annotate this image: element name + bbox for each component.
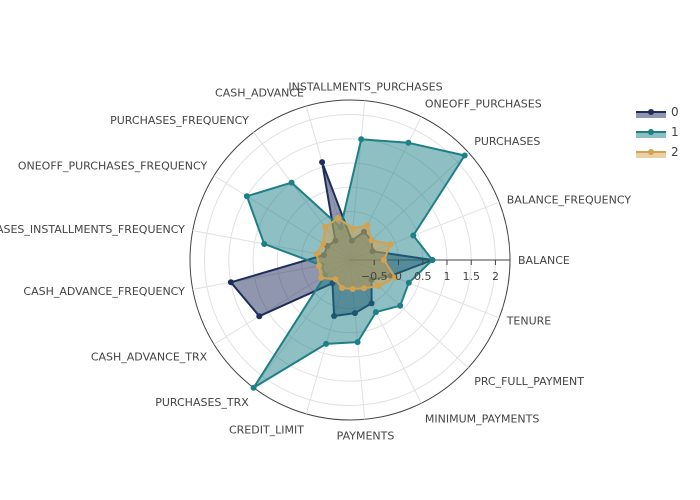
series-2-point-minimum_payments[interactable] [361, 285, 367, 292]
axis-label-installments-purchases: INSTALLMENTS_PURCHASES [288, 81, 442, 94]
axis-label-purchases-trx: PURCHASES_TRX [155, 396, 249, 409]
axis-label-layer: BALANCE BALANCE_FREQUENCY PURCHASES ONEOFF_… [0, 81, 631, 443]
series-1-point-balance[interactable] [429, 257, 436, 263]
legend-item-2[interactable]: 2 [636, 145, 679, 159]
series-1-point-purchases_frequency[interactable] [288, 179, 295, 186]
series-2-point-credit_limit[interactable] [339, 285, 345, 291]
series-1-point-minimum_payments[interactable] [372, 309, 379, 316]
radial-tick-label-0: −0.5 [361, 270, 388, 283]
series-1-point-purchases_trx[interactable] [250, 384, 257, 391]
series-2-point-payments[interactable] [349, 286, 356, 292]
series-1-point-credit_limit[interactable] [323, 340, 330, 347]
series-2-point-oneoff_purchases[interactable] [364, 222, 371, 229]
series-1-point-balance_frequency[interactable] [410, 232, 417, 239]
axis-label-cash-advance-frequency: CASH_ADVANCE_FREQUENCY [23, 285, 185, 298]
axis-label-purchases-frequency: PURCHASES_FREQUENCY [110, 114, 249, 127]
radial-tick-label-3: 1 [443, 270, 450, 283]
series-2-point-cash_advance_frequency[interactable] [316, 262, 322, 269]
axis-label-payments: PAYMENTS [337, 429, 395, 442]
radial-tick-label-2: 0.5 [414, 270, 432, 283]
legend-label-0: 0 [671, 105, 679, 119]
axis-label-oneoff-purchases-frequency: ONEOFF_PURCHASES_FREQUENCY [18, 160, 208, 173]
series-2-point-balance[interactable] [380, 257, 387, 263]
legend-marker-2 [648, 149, 654, 155]
series-1-point-payments[interactable] [354, 339, 361, 346]
radial-tick-label-4: 1.5 [462, 270, 480, 283]
series-layer [227, 136, 468, 391]
series-2-point-purchases[interactable] [368, 237, 375, 244]
series-1-point-tenure[interactable] [405, 279, 412, 286]
legend-marker-0 [648, 109, 654, 115]
series-0-point-cash_advance_frequency[interactable] [227, 279, 234, 286]
tick-layer: −0.5 0 0.5 1 1.5 2 [361, 260, 499, 283]
series-1-point-purchases_installments_frequency[interactable] [261, 241, 268, 247]
series-1-point-oneoff_purchases[interactable] [405, 139, 412, 146]
series-2-point-oneoff_purchases_frequency[interactable] [320, 240, 327, 247]
series-1-point-oneoff_purchases_frequency[interactable] [243, 193, 250, 200]
axis-label-credit-limit: CREDIT_LIMIT [229, 424, 304, 437]
series-0-point-cash_advance[interactable] [319, 159, 326, 166]
axis-label-oneoff-purchases: ONEOFF_PURCHASES [425, 98, 542, 111]
axis-label-cash-advance-trx: CASH_ADVANCE_TRX [91, 350, 208, 363]
axis-label-balance-frequency: BALANCE_FREQUENCY [507, 193, 632, 206]
axis-label-purchases: PURCHASES [474, 135, 540, 148]
axis-label-purchases-installments-frequency: PURCHASES_INSTALLMENTS_FREQUENCY [0, 223, 185, 236]
axis-label-prc-full-payment: PRC_FULL_PAYMENT [474, 375, 584, 388]
series-1-point-installments_purchases[interactable] [358, 136, 365, 143]
axis-label-balance: BALANCE [518, 254, 570, 267]
series-2-point-purchases_installments_frequency[interactable] [313, 250, 320, 257]
series-2-point-balance_frequency[interactable] [387, 241, 394, 248]
series-1-point-purchases[interactable] [461, 152, 468, 159]
legend-label-2: 2 [671, 145, 679, 159]
series-2-point-cash_advance_trx[interactable] [318, 274, 325, 281]
legend-label-1: 1 [671, 125, 679, 139]
series-2-point-purchases_trx[interactable] [332, 276, 339, 283]
axis-label-tenure: TENURE [506, 315, 552, 328]
series-1-point-prc_full_payment[interactable] [397, 302, 404, 309]
series-2-point-tenure[interactable] [392, 274, 399, 281]
radial-tick-label-1: 0 [395, 270, 402, 283]
legend-marker-1 [648, 129, 654, 135]
legend-item-0[interactable]: 0 [636, 105, 679, 119]
radial-tick-label-5: 2 [492, 270, 499, 283]
series-2-point-prc_full_payment[interactable] [375, 283, 382, 290]
legend[interactable]: 0 1 2 [636, 105, 679, 159]
axis-label-cash-advance: CASH_ADVANCE [215, 86, 304, 99]
axis-label-minimum-payments: MINIMUM_PAYMENTS [425, 412, 539, 425]
legend-item-1[interactable]: 1 [636, 125, 679, 139]
series-2-point-installments_purchases[interactable] [349, 225, 356, 232]
series-2-point-cash_advance[interactable] [335, 215, 342, 221]
series-2-point-purchases_frequency[interactable] [322, 224, 329, 231]
series-0-point-cash_advance_trx[interactable] [256, 313, 263, 320]
